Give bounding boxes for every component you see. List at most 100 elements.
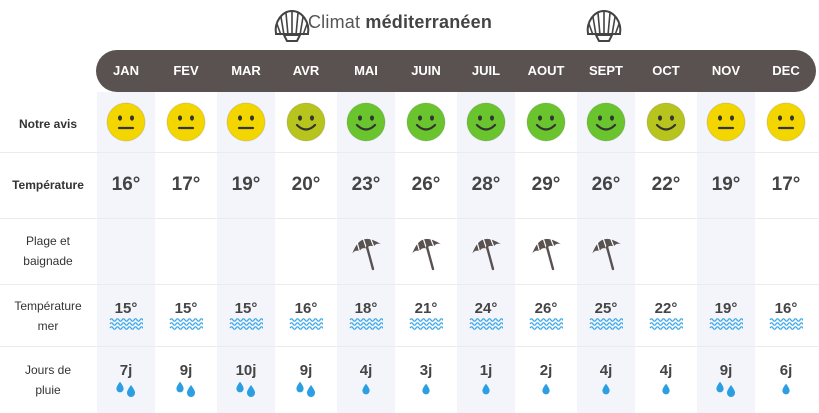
waves-icon xyxy=(469,318,503,330)
opinion-cell xyxy=(696,102,756,142)
rain-drops-icon xyxy=(116,381,136,397)
air-temperature-value: 17° xyxy=(771,174,801,195)
opinion-cell xyxy=(756,102,816,142)
month-label: OCT xyxy=(652,63,680,78)
rain-days-value: 4j xyxy=(659,362,673,379)
temperature-cell: 19° xyxy=(696,174,756,196)
waves-icon xyxy=(229,318,263,330)
sea-temperature-cell: 16° xyxy=(276,300,336,331)
rain-drops-icon xyxy=(362,383,370,395)
temperature-cell: 26° xyxy=(576,174,636,196)
month-column xyxy=(337,92,395,413)
rain-days-value: 2j xyxy=(539,362,553,379)
sea-temperature-value: 18° xyxy=(354,300,378,317)
rain-days-cell: 4j xyxy=(636,362,696,401)
air-temperature-value: 20° xyxy=(291,174,321,195)
month-label: JUIN xyxy=(411,63,441,78)
waves-icon xyxy=(649,318,683,330)
rain-drops-icon xyxy=(482,383,490,395)
rain-days-value: 9j xyxy=(179,362,193,379)
sea-temperature-cell: 15° xyxy=(156,300,216,331)
temperature-cell: 28° xyxy=(456,174,516,196)
months-header: JAN FEV MAR AVR MAI JUIN JUIL AOUT SEPT OCT NOV DEC xyxy=(96,50,816,92)
month-label: SEPT xyxy=(589,63,623,78)
opinion-cell xyxy=(276,102,336,142)
rain-days-value: 4j xyxy=(599,362,613,379)
waves-icon xyxy=(409,318,443,330)
smiling-face-icon xyxy=(286,102,326,142)
air-temperature-value: 17° xyxy=(171,174,201,195)
rain-days-cell: 9j xyxy=(276,362,336,401)
rain-days-cell: 10j xyxy=(216,362,276,401)
air-temperature-value: 19° xyxy=(231,174,261,195)
sea-temperature-cell: 16° xyxy=(756,300,816,331)
waves-icon xyxy=(169,318,203,330)
opinion-cell xyxy=(576,102,636,142)
month-label: AVR xyxy=(292,63,320,78)
sea-temperature-value: 15° xyxy=(114,300,138,317)
rain-drops-icon xyxy=(542,383,550,395)
temperature-cell: 17° xyxy=(756,174,816,196)
sea-temperature-value: 19° xyxy=(714,300,738,317)
waves-icon xyxy=(769,318,803,330)
sea-temperature-cell: 25° xyxy=(576,300,636,331)
neutral-face-icon xyxy=(706,102,746,142)
month-column xyxy=(97,92,155,413)
rain-days-value: 3j xyxy=(419,362,433,379)
opinion-cell xyxy=(216,102,276,142)
sea-temperature-value: 26° xyxy=(534,300,558,317)
rain-days-cell: 4j xyxy=(336,362,396,401)
sea-temperature-cell: 19° xyxy=(696,300,756,331)
sea-temperature-value: 24° xyxy=(474,300,498,317)
row-divider xyxy=(0,346,819,347)
seashell-icon xyxy=(586,9,622,42)
sea-temperature-value: 16° xyxy=(294,300,318,317)
rain-days-cell: 2j xyxy=(516,362,576,401)
smiling-face-icon xyxy=(346,102,386,142)
beach-cell xyxy=(576,233,636,271)
rain-days-cell: 6j xyxy=(756,362,816,401)
rain-drops-icon xyxy=(296,381,316,397)
rain-days-cell: 9j xyxy=(696,362,756,401)
rain-drops-icon xyxy=(236,381,256,397)
smiling-face-icon xyxy=(466,102,506,142)
rain-days-value: 4j xyxy=(359,362,373,379)
rain-days-cell: 7j xyxy=(96,362,156,401)
air-temperature-value: 29° xyxy=(531,174,561,195)
beach-umbrella-icon xyxy=(532,236,561,271)
neutral-face-icon xyxy=(166,102,206,142)
sea-temperature-cell: 24° xyxy=(456,300,516,331)
rain-days-cell: 1j xyxy=(456,362,516,401)
rain-drops-icon xyxy=(782,383,790,395)
month-column xyxy=(457,92,515,413)
sea-temperature-value: 15° xyxy=(234,300,258,317)
opinion-cell xyxy=(396,102,456,142)
month-label: AOUT xyxy=(527,63,565,78)
month-column xyxy=(577,92,635,413)
beach-umbrella-icon xyxy=(472,236,501,271)
air-temperature-value: 28° xyxy=(471,174,501,195)
seashell-icon xyxy=(274,9,310,42)
opinion-cell xyxy=(516,102,576,142)
row-divider xyxy=(0,218,819,219)
air-temperature-value: 16° xyxy=(111,174,141,195)
row-divider xyxy=(0,152,819,153)
title-row: Climat méditerranéen xyxy=(0,0,819,46)
row-label-avis: Notre avis xyxy=(18,117,78,131)
month-label: JUIL xyxy=(471,63,501,78)
beach-umbrella-icon xyxy=(352,236,381,271)
rain-days-value: 6j xyxy=(779,362,793,379)
beach-cell xyxy=(336,233,396,271)
sea-temperature-value: 22° xyxy=(654,300,678,317)
rain-drops-icon xyxy=(602,383,610,395)
page-title: Climat méditerranéen xyxy=(307,12,493,32)
month-label: FEV xyxy=(173,63,199,78)
neutral-face-icon xyxy=(766,102,806,142)
opinion-cell xyxy=(636,102,696,142)
sea-temperature-cell: 26° xyxy=(516,300,576,331)
air-temperature-value: 26° xyxy=(411,174,441,195)
air-temperature-value: 22° xyxy=(651,174,681,195)
month-column xyxy=(217,92,275,413)
sea-temperature-cell: 15° xyxy=(96,300,156,331)
month-label: JAN xyxy=(112,63,139,78)
